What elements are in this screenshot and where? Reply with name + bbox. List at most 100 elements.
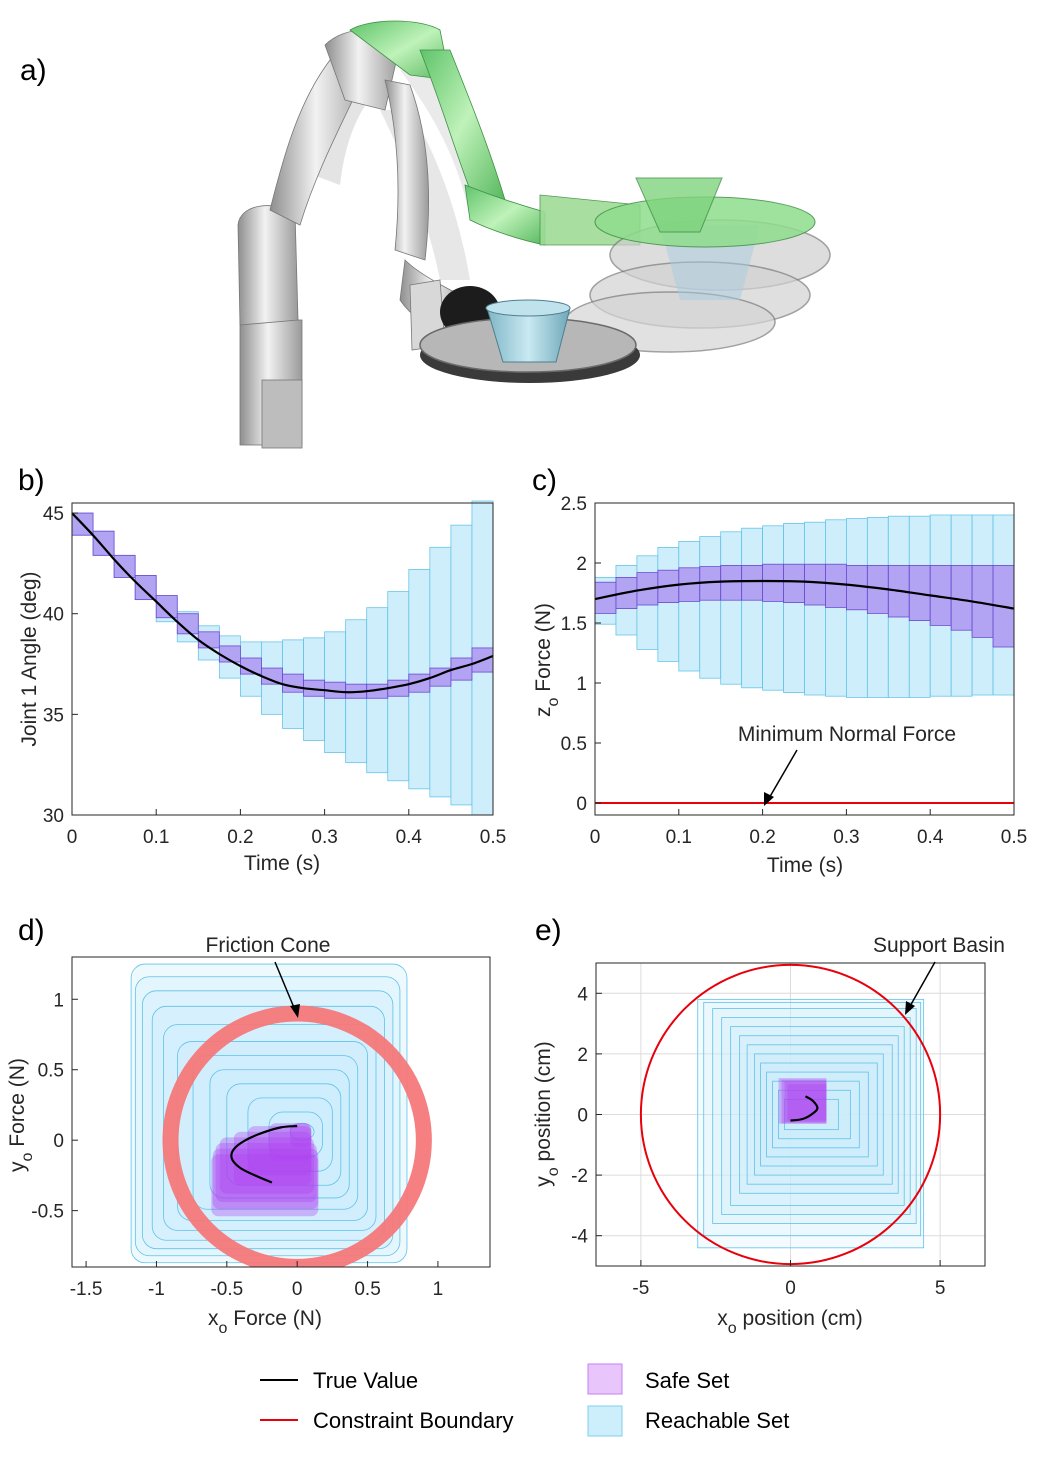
panel-b-true-value-line — [71, 512, 494, 694]
reachable-set-box — [804, 521, 826, 696]
x-tick-label: 0 — [292, 1279, 303, 1300]
y-tick-label: 2 — [576, 554, 587, 575]
panel-c-annotation: Minimum Normal Force — [738, 723, 956, 746]
svg-text:yo Force (N): yo Force (N) — [6, 1058, 36, 1172]
safe-set-box — [155, 595, 178, 619]
legend: True Value Constraint Boundary Safe Set … — [260, 1363, 789, 1437]
panel-b-y-ticks: 30 35 40 45 — [43, 504, 78, 827]
safe-set-box — [804, 563, 826, 606]
x-tick-label: 0.3 — [311, 827, 337, 848]
safe-set-box — [247, 1126, 312, 1176]
legend-safe-set-label: Safe Set — [645, 1368, 729, 1393]
x-tick-label: 5 — [935, 1278, 946, 1299]
y-tick-label: -4 — [571, 1227, 588, 1248]
panel-c-xlabel: Time (s) — [767, 854, 843, 877]
svg-text:yo position (cm): yo position (cm) — [532, 1041, 562, 1186]
panel-e-y-ticks: -4 -2 0 2 4 — [571, 984, 602, 1248]
reachable-set-box — [657, 547, 680, 662]
panel-b-x-ticks: 0 0.1 0.2 0.3 0.4 0.5 — [67, 809, 506, 848]
y-tick-label: 1 — [53, 990, 64, 1011]
panel-d-axes-box — [71, 956, 491, 1268]
panel-d-annotation: Friction Cone — [206, 934, 331, 957]
x-tick-label: -1.5 — [70, 1279, 103, 1300]
panel-e-annotation-arrow — [908, 961, 936, 1009]
x-tick-label: 0.3 — [833, 827, 859, 848]
panel-e-letter: e) — [535, 914, 562, 947]
reachable-set-box — [754, 1053, 884, 1176]
y-tick-label: 1.5 — [561, 614, 587, 635]
y-tick-label: -0.5 — [31, 1202, 64, 1223]
safe-set-box — [261, 667, 283, 685]
panel-e: e) -5 0 5 -4 -2 0 2 4 xo position (cm) yo posi… — [532, 914, 1005, 1337]
reachable-set-box — [699, 536, 722, 679]
panel-e-annotation: Support Basin — [873, 934, 1005, 957]
safe-set-box — [219, 1137, 315, 1194]
y-tick-label: 4 — [577, 984, 588, 1005]
panel-d-ylabel: yo Force (N) — [6, 1058, 36, 1172]
safe-set-box — [846, 565, 868, 611]
panel-c-true-value-line — [594, 579, 1015, 610]
x-tick-label: 0.5 — [354, 1279, 380, 1300]
y-tick-label: 35 — [43, 705, 64, 726]
reachable-set-box — [209, 1069, 350, 1199]
panel-d-letter: d) — [18, 914, 45, 947]
safe-set-box — [784, 1081, 827, 1123]
legend-true-value-label: True Value — [313, 1368, 418, 1393]
panel-c-letter: c) — [532, 464, 557, 497]
legend-constraint-label: Constraint Boundary — [313, 1408, 514, 1433]
y-tick-label: -2 — [571, 1166, 588, 1187]
legend-reachable-set-label: Reachable Set — [645, 1408, 789, 1433]
reachable-set-box — [762, 525, 784, 691]
reachable-set-box — [268, 1111, 323, 1158]
panel-b-ylabel: Joint 1 Angle (deg) — [18, 571, 41, 746]
panel-c-y-ticks: 0 0.5 1 1.5 2 2.5 — [561, 494, 601, 815]
panel-e-ylabel: yo position (cm) — [532, 1041, 562, 1186]
x-tick-label: -1 — [148, 1279, 165, 1300]
panel-b-xlabel: Time (s) — [244, 852, 320, 875]
safe-set-box — [741, 565, 764, 601]
panel-b-letter: b) — [18, 464, 45, 497]
reachable-set-box — [766, 1071, 869, 1158]
safe-set-box — [825, 563, 847, 608]
y-tick-label: 0 — [53, 1131, 64, 1152]
x-tick-label: -0.5 — [210, 1279, 243, 1300]
y-tick-label: 0 — [576, 794, 587, 815]
panel-c-annotation-arrow — [767, 749, 798, 801]
panel-d-xlabel: xo Force (N) — [208, 1307, 322, 1337]
reachable-set-box — [772, 1080, 860, 1149]
reachable-set-box — [825, 519, 847, 697]
safe-set-box — [176, 613, 199, 635]
panel-d-safe-set — [211, 1123, 319, 1217]
x-tick-label: 0.1 — [143, 827, 169, 848]
reachable-set-box — [712, 1008, 917, 1224]
safe-set-box — [92, 530, 115, 556]
panel-a: a) — [20, 20, 831, 449]
y-tick-label: 40 — [43, 605, 64, 626]
panel-b: b) 0 0.1 0.2 0.3 0.4 0.5 30 35 40 45 Time (s) Jo… — [18, 464, 506, 875]
safe-set-box — [282, 673, 304, 693]
reachable-set-box — [746, 1044, 893, 1185]
panel-e-true-value-line — [790, 1095, 819, 1122]
safe-set-box — [778, 1078, 827, 1124]
y-tick-label: 2.5 — [561, 494, 587, 515]
reachable-set-box — [739, 1035, 899, 1194]
x-tick-label: 0.5 — [1001, 827, 1027, 848]
safe-set-box — [215, 1143, 317, 1203]
legend-safe-set-swatch — [587, 1363, 623, 1395]
panel-e-arrowhead — [905, 1001, 915, 1015]
x-tick-label: 1 — [433, 1279, 444, 1300]
reachable-set-box — [730, 1026, 905, 1206]
panel-d-annotation-arrow — [274, 961, 296, 1011]
reachable-set-box — [678, 541, 701, 672]
panel-c-x-ticks: 0 0.1 0.2 0.3 0.4 0.5 — [590, 809, 1027, 848]
panel-c-ylabel: zo Force (N) — [532, 603, 562, 717]
safe-set-box — [113, 554, 136, 578]
x-tick-label: 0.1 — [666, 827, 692, 848]
panel-e-x-ticks: -5 0 5 — [632, 1260, 945, 1299]
panel-c: c) 0 0.1 0.2 0.3 0.4 0.5 0 0.5 1 1.5 2 2.5 Time (s… — [532, 464, 1027, 877]
safe-set-box — [134, 575, 157, 601]
panel-e-safe-set — [778, 1078, 827, 1124]
panel-b-axes-box — [71, 502, 494, 816]
x-tick-label: 0.2 — [749, 827, 775, 848]
